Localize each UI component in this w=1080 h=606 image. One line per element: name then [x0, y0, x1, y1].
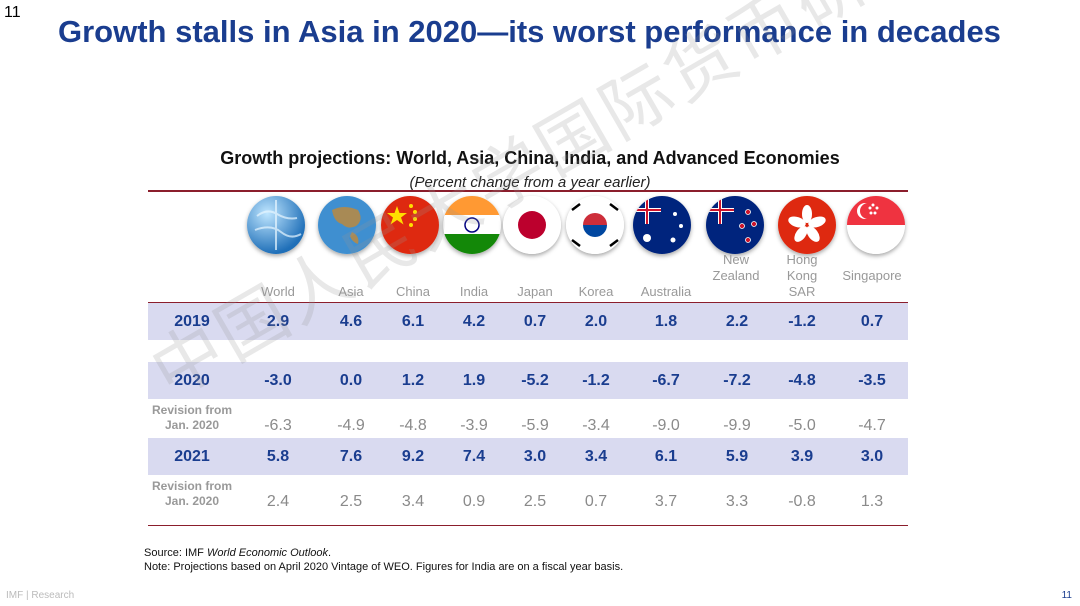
col-header-australia: Australia	[640, 284, 692, 299]
japan-flag-icon	[503, 196, 561, 254]
table-cell: -3.0	[264, 372, 292, 389]
col-header-india: India	[459, 284, 489, 299]
table-cell: -4.9	[337, 417, 365, 434]
slide-title: Growth stalls in Asia in 2020—its worst …	[58, 14, 1001, 49]
india-flag-icon	[443, 196, 501, 254]
table-cell: 3.9	[790, 448, 814, 465]
table-cell: 0.7	[860, 313, 884, 330]
table-cell: -5.0	[788, 417, 816, 434]
col-header-new-zealand: New Zealand	[712, 252, 760, 283]
table-cell: -9.9	[723, 417, 751, 434]
table-cell: -3.4	[582, 417, 610, 434]
table-cell: 5.8	[266, 448, 290, 465]
table-cell: -1.2	[788, 313, 816, 330]
table-cell: 0.7	[584, 493, 608, 510]
col-header-hong-kong: Hong Kong SAR	[786, 252, 818, 299]
row-label-revision-2021: Revision from Jan. 2020	[151, 479, 232, 508]
col-header-korea: Korea	[578, 284, 614, 299]
table-cell: -9.0	[652, 417, 680, 434]
table-cell: 2.0	[584, 313, 608, 330]
footer-page-number: 11	[1061, 590, 1072, 601]
table-cell: 1.3	[860, 493, 884, 510]
table-cell: -6.3	[264, 417, 292, 434]
table-cell: 2.4	[266, 493, 290, 510]
row-band-2019	[148, 303, 908, 340]
source-note: Source: IMF World Economic Outlook. Note…	[144, 546, 623, 574]
table-cell: 4.2	[462, 313, 486, 330]
table-cell: -3.5	[858, 372, 886, 389]
table-cell: 9.2	[401, 448, 425, 465]
bottom-rule	[148, 525, 908, 526]
col-header-japan: Japan	[517, 284, 553, 299]
table-cell: -6.7	[652, 372, 680, 389]
table-cell: -0.8	[788, 493, 816, 510]
korea-flag-icon	[566, 196, 624, 254]
row-label-2019: 2019	[174, 313, 210, 330]
singapore-flag-icon	[847, 196, 905, 254]
table-cell: 3.0	[860, 448, 884, 465]
china-flag-icon	[381, 196, 439, 254]
table-cell: -5.2	[521, 372, 549, 389]
table-cell: 1.2	[401, 372, 425, 389]
top-rule	[148, 190, 908, 192]
row-band-2020	[148, 362, 908, 399]
table-cell: 7.4	[462, 448, 486, 465]
table-cell: 1.9	[462, 372, 486, 389]
table-cell: 0.7	[523, 313, 547, 330]
table-cell: 3.4	[584, 448, 608, 465]
table-cell: 0.0	[339, 372, 363, 389]
table-cell: -4.8	[788, 372, 816, 389]
table-cell: -4.8	[399, 417, 427, 434]
table-cell: 6.1	[654, 448, 678, 465]
header-rule	[148, 302, 908, 303]
table-cell: 3.7	[654, 493, 678, 510]
table-cell: 2.5	[523, 493, 547, 510]
table-cell: -3.9	[460, 417, 488, 434]
row-label-revision-2020: Revision from Jan. 2020	[151, 403, 232, 432]
table-title: Growth projections: World, Asia, China, …	[220, 148, 840, 168]
col-header-world: World	[261, 284, 295, 299]
table-cell: 1.8	[654, 313, 678, 330]
row-label-2020: 2020	[174, 372, 210, 389]
table-cell: 2.2	[725, 313, 749, 330]
table-cell: -5.9	[521, 417, 549, 434]
table-cell: 3.3	[725, 493, 749, 510]
row-band-2021	[148, 438, 908, 475]
table-cell: 0.9	[462, 493, 486, 510]
table-cell: 5.9	[725, 448, 749, 465]
table-cell: 4.6	[339, 313, 363, 330]
footer-brand: IMF | Research	[6, 590, 75, 601]
table-cell: -7.2	[723, 372, 751, 389]
australia-flag-icon	[633, 196, 691, 254]
row-label-2021: 2021	[174, 448, 210, 465]
table-cell: 2.5	[339, 493, 363, 510]
col-header-china: China	[396, 284, 430, 299]
table-cell: -4.7	[858, 417, 886, 434]
world-globe-icon	[247, 196, 305, 254]
col-header-asia: Asia	[338, 284, 364, 299]
table-cell: 7.6	[339, 448, 363, 465]
col-header-singapore: Singapore	[842, 268, 902, 283]
hong-kong-flag-icon	[778, 196, 836, 254]
projection-note: Note: Projections based on April 2020 Vi…	[144, 561, 624, 573]
table-cell: -1.2	[582, 372, 610, 389]
table-cell: 2.9	[266, 313, 290, 330]
table-cell: 3.0	[523, 448, 547, 465]
table-subtitle: (Percent change from a year earlier)	[409, 174, 651, 191]
source-line: Source: IMF World Economic Outlook.	[144, 547, 332, 559]
corner-page-number: 11	[4, 4, 21, 21]
new-zealand-flag-icon	[706, 196, 764, 254]
asia-globe-icon	[318, 196, 376, 254]
table-cell: 6.1	[401, 313, 425, 330]
table-cell: 3.4	[401, 493, 425, 510]
